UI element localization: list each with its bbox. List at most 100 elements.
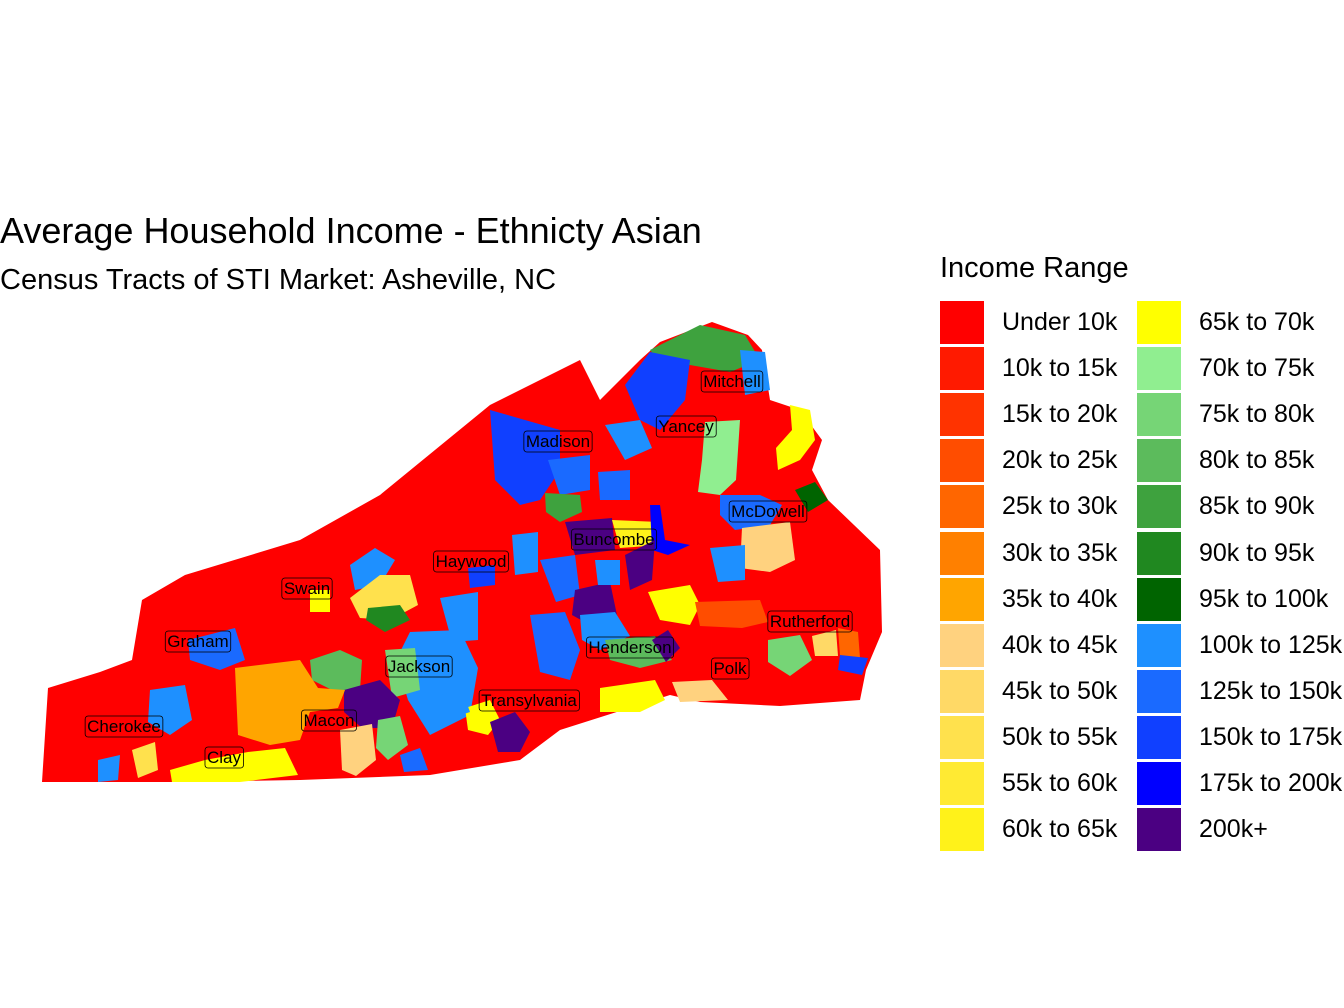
legend-item: 85k to 90k <box>1137 484 1337 530</box>
county-label-rutherford: Rutherford <box>767 610 853 633</box>
legend-label: 90k to 95k <box>1199 538 1315 567</box>
county-label-box <box>433 550 509 573</box>
county-label-box <box>523 430 593 453</box>
legend-label: 85k to 90k <box>1199 492 1315 521</box>
legend-label: 125k to 150k <box>1199 676 1343 705</box>
county-label-box <box>301 709 357 732</box>
county-label-text: Mitchell <box>703 372 761 391</box>
county-label-box <box>655 415 717 438</box>
legend-item: 50k to 55k <box>940 715 1140 761</box>
legend-item: 150k to 175k <box>1137 715 1342 761</box>
county-label-text: Jackson <box>388 657 450 676</box>
county-label-buncombe: Buncombe <box>570 528 658 551</box>
legend-swatch <box>940 439 984 483</box>
county-label-box <box>700 370 764 393</box>
legend-swatch <box>1137 485 1181 529</box>
legend-swatch <box>1137 577 1181 621</box>
legend-item: 35k to 40k <box>940 577 1140 623</box>
legend-label: 55k to 60k <box>1002 769 1118 797</box>
legend-label: 80k to 85k <box>1199 446 1315 475</box>
county-label-box <box>281 577 333 600</box>
legend-swatch <box>940 715 984 759</box>
legend-label: 65k to 70k <box>1199 308 1315 336</box>
legend-item: 70k to 75k <box>1137 346 1337 392</box>
legend-swatch <box>1137 669 1181 713</box>
legend-label: 20k to 25k <box>1002 446 1118 475</box>
legend-swatch <box>940 485 984 529</box>
legend-item: Under 10k <box>940 300 1140 346</box>
legend-label: 35k to 40k <box>1002 584 1118 613</box>
county-label-text: Macon <box>303 711 354 730</box>
legend-item: 95k to 100k <box>1137 577 1337 623</box>
legend-swatch <box>940 531 984 575</box>
legend-label: 100k to 125k <box>1199 630 1343 659</box>
county-label-box <box>728 500 808 523</box>
county-label-text: Buncombe <box>573 530 654 549</box>
legend-swatch <box>1137 439 1181 483</box>
county-label-text: Graham <box>167 632 228 651</box>
county-label-text: Transylvania <box>481 691 577 710</box>
county-label-box <box>570 528 658 551</box>
legend-label: 75k to 80k <box>1199 400 1315 429</box>
county-label-text: Swain <box>284 579 330 598</box>
legend-item: 30k to 35k <box>940 531 1140 577</box>
county-label-box <box>164 630 232 653</box>
legend-item: 65k to 70k <box>1137 300 1337 346</box>
legend-item: 125k to 150k <box>1137 669 1342 715</box>
legend-label: 15k to 20k <box>1002 400 1118 429</box>
county-label-text: Rutherford <box>770 612 850 631</box>
legend-label: 45k to 50k <box>1002 676 1118 705</box>
county-label-text: Henderson <box>588 638 671 657</box>
legend-item: 20k to 25k <box>940 438 1140 484</box>
county-label-mitchell: Mitchell <box>700 370 764 393</box>
county-label-box <box>385 655 453 678</box>
legend-item: 90k to 95k <box>1137 531 1337 577</box>
legend-label: 40k to 45k <box>1002 630 1118 659</box>
tract-patches <box>98 325 868 782</box>
county-label-text: Haywood <box>436 552 507 571</box>
legend-swatch <box>940 669 984 713</box>
legend-swatch <box>1137 762 1181 805</box>
legend-item: 200k+ <box>1137 807 1337 853</box>
legend-item: 55k to 60k <box>940 761 1140 807</box>
legend-label: 200k+ <box>1199 815 1268 844</box>
legend-item: 100k to 125k <box>1137 623 1342 669</box>
county-label-clay: Clay <box>204 746 244 769</box>
county-label-box <box>767 610 853 633</box>
legend-item: 80k to 85k <box>1137 438 1337 484</box>
county-label-jackson: Jackson <box>385 655 453 678</box>
legend-swatch <box>940 393 984 437</box>
legend-swatch <box>1137 623 1181 667</box>
legend-item: 10k to 15k <box>940 346 1140 392</box>
legend-item: 15k to 20k <box>940 392 1140 438</box>
legend-label: 95k to 100k <box>1199 584 1329 613</box>
county-label-text: Yancey <box>658 417 714 436</box>
county-label-box <box>204 746 244 769</box>
legend-swatch <box>1137 393 1181 437</box>
legend-item: 60k to 65k <box>940 807 1140 853</box>
legend: Under 10k 10k to 15k 15k to 20k 20k to 25k 2… <box>940 300 1344 852</box>
census-tract-map: Mitchell Yancey Madison McDowell Buncombe Hay… <box>42 322 882 782</box>
map-title: Average Household Income - Ethnicty Asia… <box>0 210 702 251</box>
legend-swatch <box>1137 715 1181 759</box>
county-label-mcdowell: McDowell <box>728 500 808 523</box>
county-label-text: Clay <box>207 748 242 767</box>
legend-label: 50k to 55k <box>1002 722 1118 751</box>
county-label-cherokee: Cherokee <box>84 715 164 738</box>
legend-title: Income Range <box>940 252 1129 284</box>
legend-swatch <box>940 623 984 667</box>
county-label-haywood: Haywood <box>433 550 509 573</box>
county-label-box <box>478 689 580 712</box>
legend-item: 175k to 200k <box>1137 761 1342 807</box>
legend-swatch <box>1137 531 1181 575</box>
legend-swatch <box>1137 347 1181 391</box>
county-label-swain: Swain <box>281 577 333 600</box>
county-label-transylvania: Transylvania <box>478 689 580 712</box>
county-label-polk: Polk <box>711 657 750 680</box>
legend-label: 70k to 75k <box>1199 354 1315 383</box>
county-label-macon: Macon <box>301 709 357 732</box>
county-label-madison: Madison <box>523 430 593 453</box>
county-label-yancey: Yancey <box>655 415 717 438</box>
county-label-text: Polk <box>713 659 747 678</box>
legend-item: 45k to 50k <box>940 669 1140 715</box>
